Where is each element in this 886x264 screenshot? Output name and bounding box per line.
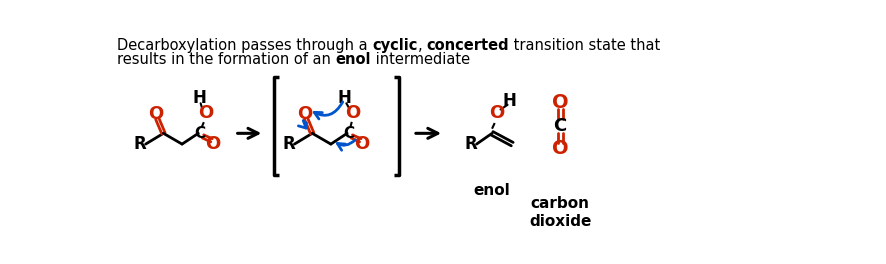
Text: transition state that: transition state that	[509, 38, 661, 53]
Text: concerted: concerted	[427, 38, 509, 53]
Text: enol: enol	[474, 183, 510, 198]
Text: O: O	[345, 104, 361, 122]
Text: C: C	[194, 126, 206, 141]
Text: O: O	[489, 104, 504, 122]
Text: O: O	[552, 93, 569, 112]
Text: R: R	[283, 135, 295, 153]
Text: C: C	[554, 117, 567, 135]
Text: intermediate: intermediate	[371, 52, 470, 67]
Text: enol: enol	[336, 52, 371, 67]
Text: cyclic: cyclic	[372, 38, 417, 53]
Text: O: O	[297, 105, 312, 123]
Text: O: O	[198, 104, 213, 122]
Text: C: C	[343, 126, 354, 141]
Text: O: O	[354, 135, 369, 153]
Text: H: H	[503, 92, 517, 110]
Text: H: H	[192, 89, 206, 107]
Text: carbon
dioxide: carbon dioxide	[529, 196, 592, 229]
Text: O: O	[552, 139, 569, 158]
Text: O: O	[206, 135, 221, 153]
Text: Decarboxylation passes through a: Decarboxylation passes through a	[117, 38, 372, 53]
Text: H: H	[338, 89, 352, 107]
Text: O: O	[148, 105, 163, 123]
Text: results in the formation of an: results in the formation of an	[117, 52, 336, 67]
Text: R: R	[465, 135, 478, 153]
Text: R: R	[134, 135, 146, 153]
Text: ,: ,	[417, 38, 427, 53]
